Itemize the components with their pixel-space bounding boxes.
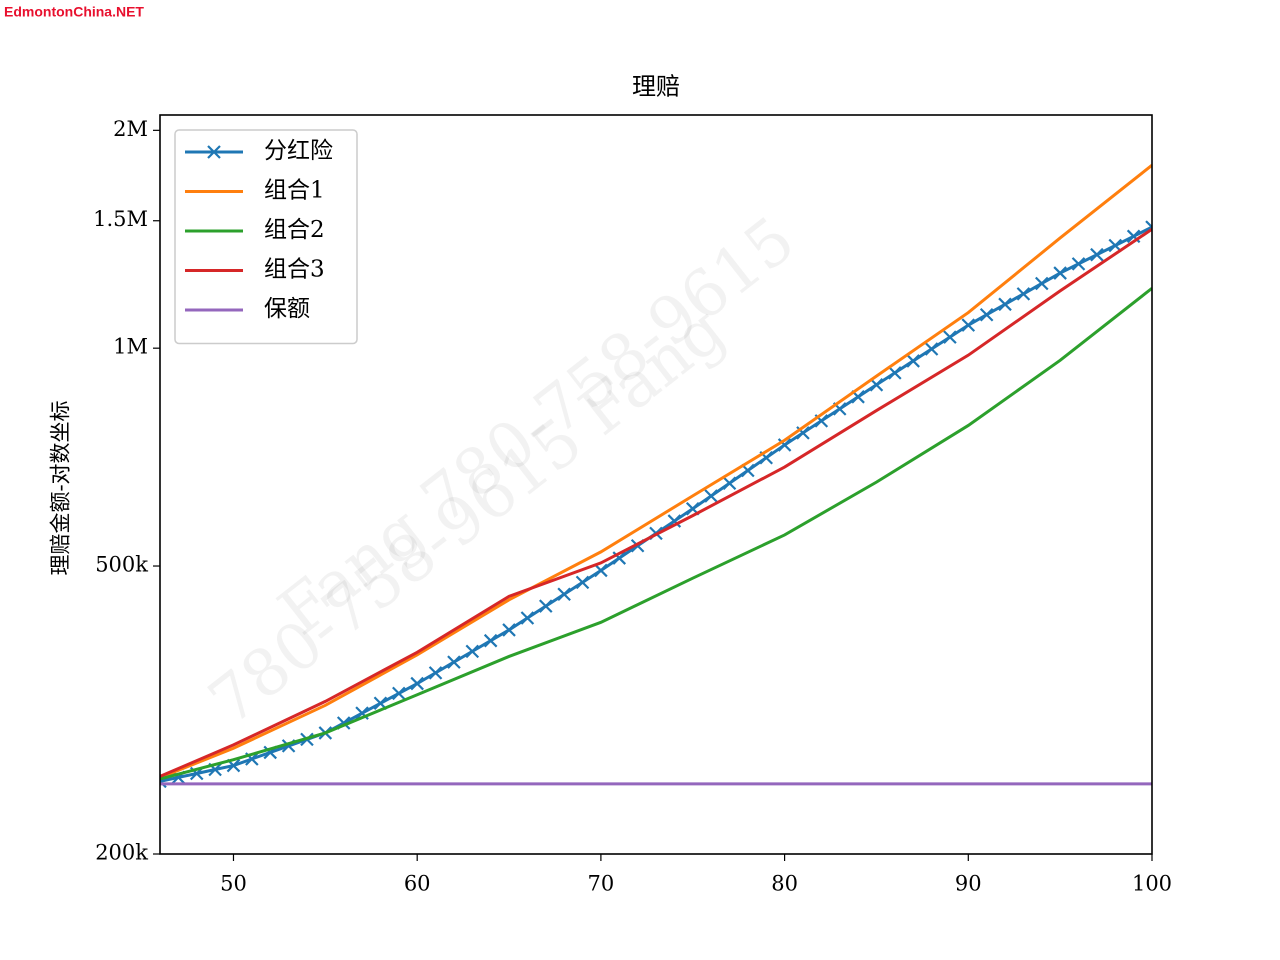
marker [998, 297, 1012, 312]
y-tick-label: 1.5M [93, 207, 148, 231]
plot-frame [159, 114, 1153, 855]
site-label: EdmontonChina.NET [4, 4, 144, 20]
marker [1016, 287, 1031, 301]
marker [520, 611, 535, 625]
legend-label: 保额 [264, 296, 310, 322]
series-line [160, 227, 1152, 778]
plot-area [160, 164, 1152, 789]
legend-box [174, 129, 358, 345]
marker [1035, 276, 1049, 291]
marker [722, 476, 737, 491]
chart-title: 理赔 [632, 73, 680, 101]
x-tick-label: 90 [955, 872, 982, 896]
legend-label: 组合1 [264, 178, 325, 204]
marker [979, 307, 994, 322]
marker [539, 599, 553, 613]
marker [961, 318, 976, 332]
legend-marker [207, 145, 221, 159]
marker [447, 655, 461, 669]
marker [869, 378, 884, 392]
marker [906, 354, 920, 368]
x-tick-label: 60 [404, 872, 431, 896]
legend-label: 分红险 [264, 138, 333, 164]
marker [1053, 266, 1067, 280]
legend-label: 组合3 [264, 257, 325, 283]
x-tick-label: 50 [220, 872, 247, 896]
series-line [160, 164, 1152, 780]
x-tick-label: 70 [588, 872, 615, 896]
marker [392, 686, 406, 701]
marker [410, 676, 424, 691]
legend-label: 组合2 [264, 217, 325, 243]
marker [1071, 257, 1086, 271]
x-tick-label: 80 [771, 872, 798, 896]
y-tick-label: 200k [95, 841, 148, 865]
marker [557, 587, 571, 601]
y-tick-label: 2M [113, 117, 148, 141]
marker [465, 644, 480, 659]
series-line [160, 287, 1152, 781]
marker [1090, 247, 1104, 262]
marker [667, 514, 682, 528]
y-axis-label: 理赔金额-对数坐标 [49, 400, 73, 575]
marker [575, 575, 590, 590]
y-tick-label: 1M [113, 335, 148, 359]
marker [704, 489, 718, 503]
marker [428, 666, 443, 680]
marker [502, 623, 516, 637]
marker [943, 330, 957, 344]
marker [888, 366, 902, 380]
marker [924, 342, 939, 356]
marker [594, 563, 608, 578]
y-tick-label: 500k [95, 553, 148, 577]
marker [483, 633, 498, 648]
x-tick-label: 100 [1132, 872, 1172, 896]
